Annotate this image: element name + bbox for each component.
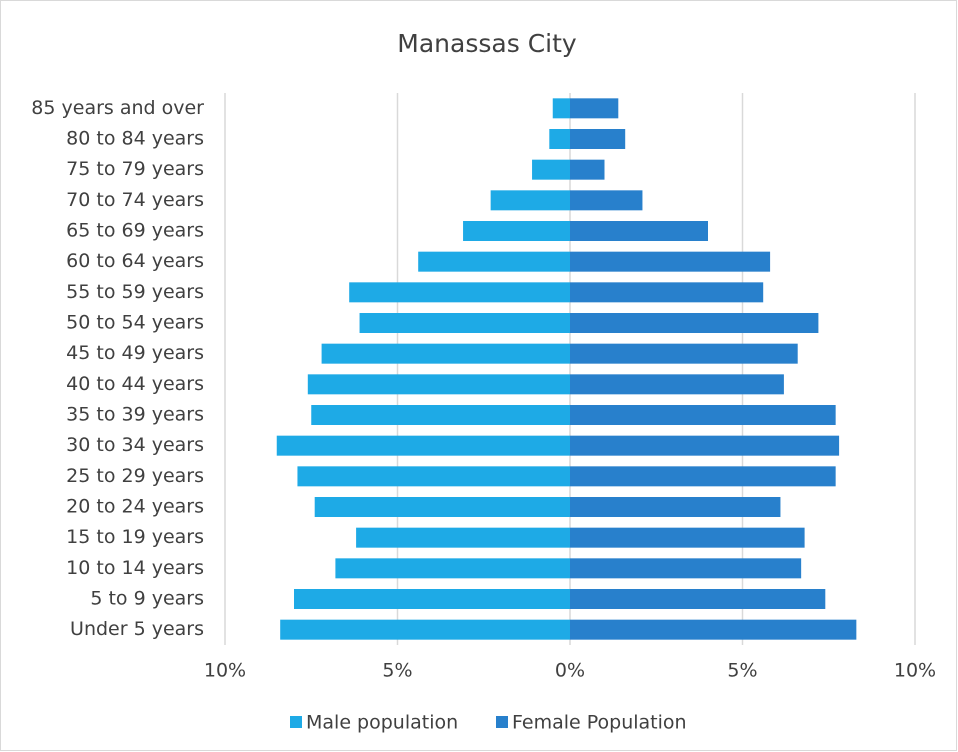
bar	[570, 374, 784, 395]
bar	[314, 497, 570, 517]
bar	[335, 558, 570, 579]
y-tick-label: 70 to 74 years	[66, 189, 204, 211]
bar	[570, 619, 857, 640]
legend-label: Female Population	[512, 712, 687, 734]
bar	[321, 343, 570, 364]
y-tick-label: 20 to 24 years	[66, 496, 204, 518]
bar	[570, 497, 781, 517]
chart-title: Manassas City	[397, 29, 577, 58]
bar	[570, 98, 619, 119]
bar	[570, 159, 605, 180]
bar	[359, 313, 570, 333]
y-tick-label: 5 to 9 years	[90, 588, 204, 610]
bar	[276, 435, 570, 456]
bar	[311, 405, 570, 425]
bar	[570, 221, 708, 241]
y-tick-label: 85 years and over	[31, 97, 204, 119]
bar	[570, 466, 836, 487]
bar	[570, 589, 826, 609]
bar	[297, 466, 570, 487]
x-tick-label: 0%	[555, 660, 585, 682]
x-tick-label: 5%	[727, 660, 757, 682]
bar	[570, 527, 805, 548]
bar	[294, 589, 570, 609]
y-tick-label: 55 to 59 years	[66, 281, 204, 303]
y-tick-label: 10 to 14 years	[66, 557, 204, 579]
bar	[280, 619, 570, 640]
bar	[570, 343, 798, 364]
bar	[570, 435, 840, 456]
bar	[490, 190, 570, 211]
legend-swatch	[290, 716, 302, 728]
bar	[549, 129, 570, 149]
bar	[356, 527, 570, 548]
bar	[570, 313, 819, 333]
y-tick-label: 30 to 34 years	[66, 434, 204, 456]
bar	[570, 129, 626, 149]
legend-swatch	[496, 716, 508, 728]
y-tick-label: 80 to 84 years	[66, 128, 204, 150]
y-tick-label: 50 to 54 years	[66, 312, 204, 334]
bar	[570, 190, 643, 211]
bar	[532, 159, 570, 180]
x-tick-label: 10%	[894, 660, 936, 682]
bar	[570, 282, 764, 303]
y-tick-label: 45 to 49 years	[66, 342, 204, 364]
y-tick-label: 75 to 79 years	[66, 158, 204, 180]
bar	[570, 251, 771, 272]
bar	[552, 98, 570, 119]
bar	[307, 374, 570, 395]
legend-label: Male population	[306, 712, 458, 734]
y-tick-label: 15 to 19 years	[66, 526, 204, 548]
y-tick-label: Under 5 years	[70, 618, 204, 640]
y-tick-label: 25 to 29 years	[66, 465, 204, 487]
bar	[463, 221, 570, 241]
bar	[418, 251, 570, 272]
x-tick-label: 10%	[204, 660, 246, 682]
y-tick-label: 40 to 44 years	[66, 373, 204, 395]
bar	[349, 282, 570, 303]
bar	[570, 405, 836, 425]
y-tick-label: 65 to 69 years	[66, 220, 204, 242]
x-tick-label: 5%	[382, 660, 412, 682]
y-tick-label: 60 to 64 years	[66, 250, 204, 272]
y-tick-label: 35 to 39 years	[66, 404, 204, 426]
bar	[570, 558, 802, 579]
